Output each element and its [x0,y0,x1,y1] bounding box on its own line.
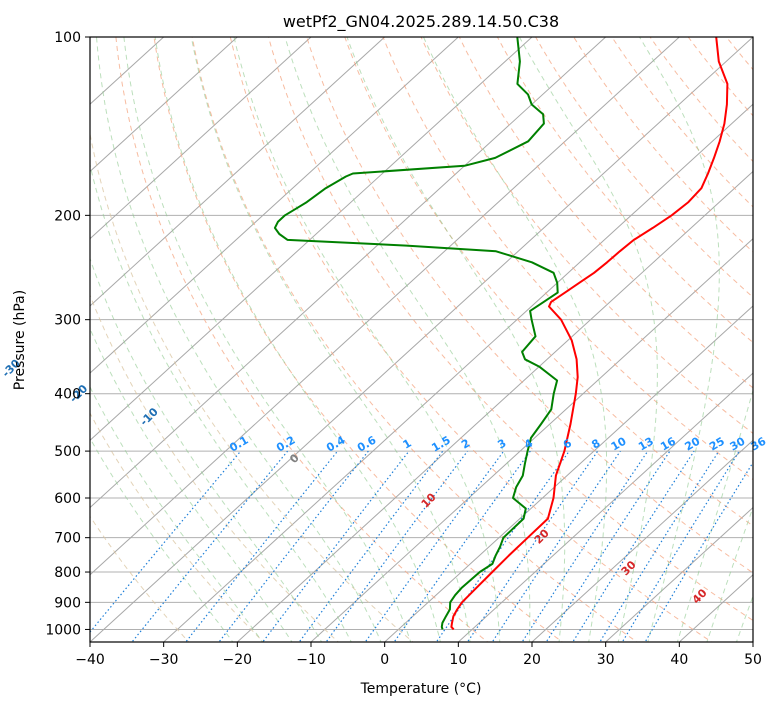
moist-adiabat-line [90,385,264,642]
moist-adiabat-line [154,37,441,642]
dry-adiabat-line [496,37,753,344]
moist-adiabat-line [423,37,608,642]
dry-adiabat-line [229,37,713,642]
isotherm-line [162,103,753,642]
mixing-ratio-line [435,450,570,642]
dry-adiabat-line [90,131,414,642]
y-tick-label: 300 [54,313,81,329]
mixing-ratio-line [466,450,599,642]
dry-adiabat-line [90,293,339,642]
mixing-ratio-line [599,450,720,642]
x-tick-label: 30 [597,652,615,668]
dry-adiabat-line [344,37,753,527]
isotherm-line [90,37,460,374]
moist-adiabat-line [639,37,720,642]
isotherm-line [90,37,533,442]
isotherm-line [90,37,239,173]
isotherm-line [604,506,753,642]
isotherm-line [383,305,753,642]
x-tick-label: −40 [75,652,105,668]
isotherm-line [90,37,607,509]
x-tick-label: 20 [523,652,541,668]
dewpoint-profile-line [273,37,559,630]
x-tick-label: 10 [449,652,467,668]
series-layer [273,37,729,631]
y-axis-title: Pressure (hPa) [12,290,28,390]
mixing-ratio-line [218,450,369,642]
x-tick-label: 50 [744,652,762,668]
axis-layer: −40 −30 −20 −10 0 10 20 30 40 50 100 200 300 400 500 60… [45,30,762,668]
x-tick-label: −10 [296,652,326,668]
dry-adiabat-line [153,37,564,642]
dry-adiabat-line [90,412,265,642]
x-tick-label: −30 [149,652,179,668]
x-tick-label: 40 [670,652,688,668]
x-axis-title: Temperature (°C) [360,681,482,697]
moist-adiabat-line [123,37,412,642]
isotherm-line [90,37,386,307]
isotherm-line [90,37,681,576]
plot-frame [89,36,754,643]
mixing-ratio-line [364,450,505,642]
x-tick-label: −20 [223,652,253,668]
dry-adiabat-line [306,37,753,574]
moist-adiabat-line [676,388,753,642]
moist-adiabat-line [346,37,566,642]
y-tick-label: 800 [54,565,81,581]
y-tick-label: 700 [54,531,81,547]
moist-adiabat-line [90,257,323,642]
isotherm-line [457,372,753,642]
mixing-ratio-line [621,450,740,642]
x-tick-label: 0 [380,652,389,668]
mixing-ratio-line [393,450,531,642]
isotherm-line [531,439,753,642]
moist-adiabat-line [190,37,471,642]
chart-title: wetPf2_GN04.2025.289.14.50.C38 [283,12,559,32]
y-tick-label: 200 [54,208,81,224]
temperature-profile-line [450,37,729,631]
y-tick-label: 600 [54,491,81,507]
y-tick-label: 400 [54,387,81,403]
y-tick-label: 100 [54,30,81,46]
isotherm-line [90,37,312,240]
mixing-ratio-line [545,450,671,642]
grid-layer [90,37,753,642]
moist-adiabat-line [96,37,382,642]
mixing-ratio-line [325,450,468,642]
isotherm-line [90,37,753,642]
dry-adiabat-line [90,515,190,642]
y-tick-label: 900 [54,595,81,611]
dry-adiabat-line [191,37,638,642]
mixing-ratio-line [185,450,339,642]
moist-adiabat-line [90,327,293,642]
dry-adiabat-line [458,37,753,389]
isotherm-line [236,170,753,642]
y-tick-label: 1000 [45,622,81,638]
mixing-ratio-line [572,450,695,642]
mixing-ratio-line [491,450,621,642]
mixing-ratio-line [131,450,289,642]
dry-adiabat-line [267,37,753,622]
mixing-ratio-line [521,450,649,642]
plot-area [90,37,753,642]
dry-adiabat-line [115,37,489,642]
moist-adiabat-line [90,437,234,642]
isotherm-line [310,237,753,642]
y-tick-label: 500 [54,444,81,460]
